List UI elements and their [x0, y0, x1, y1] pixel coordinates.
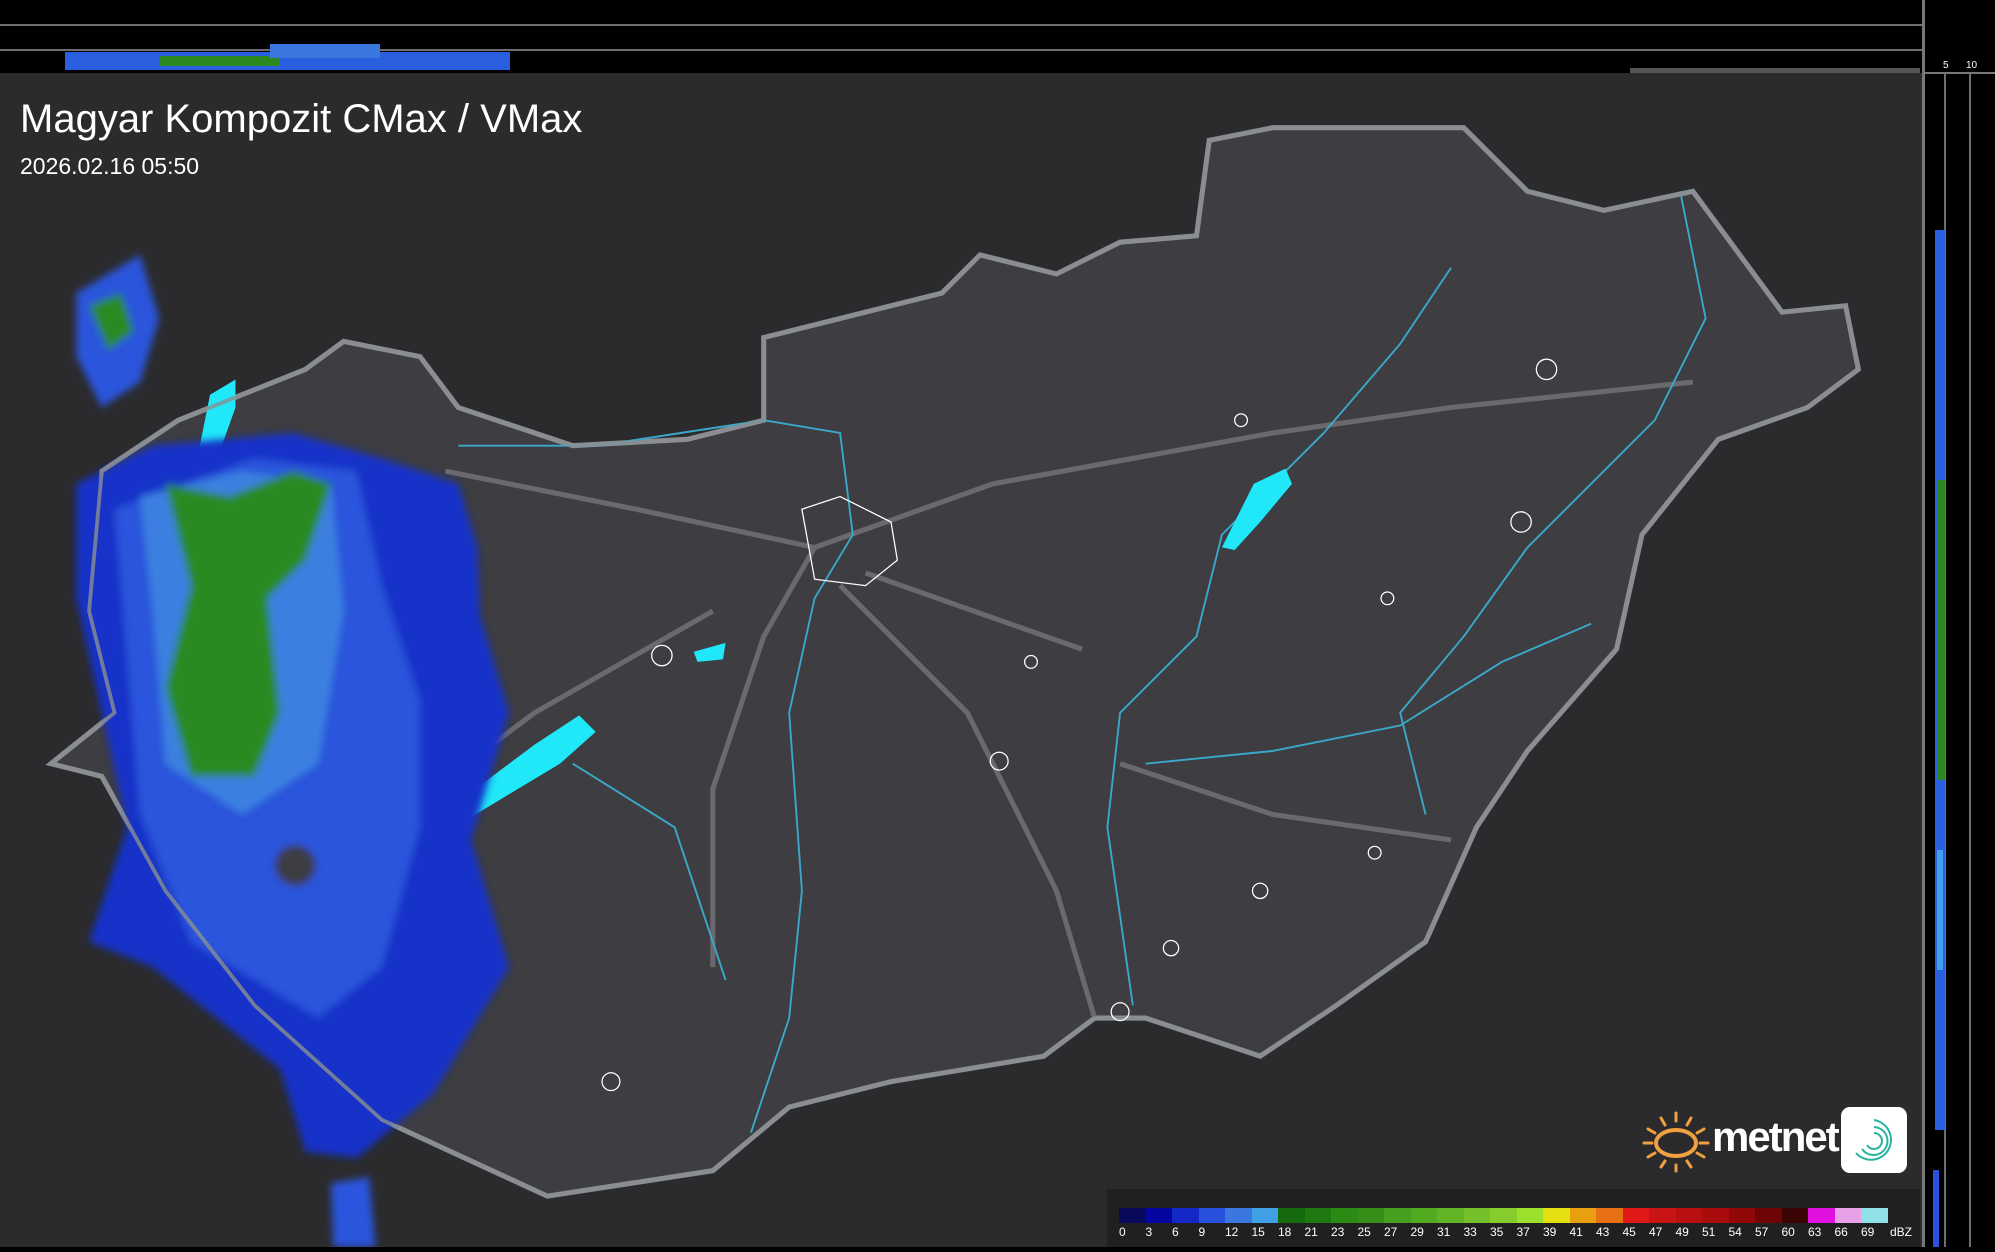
legend-swatch: [1410, 1208, 1437, 1223]
city-outlines: [601, 358, 1558, 1092]
map-timestamp: 2026.02.16 05:50: [20, 153, 200, 179]
legend-label: 18: [1278, 1225, 1292, 1239]
lake-tisza: [1221, 468, 1292, 550]
legend-label: 0: [1119, 1225, 1126, 1239]
profile-top-plot: [0, 24, 1922, 73]
legend-label: 66: [1834, 1225, 1848, 1239]
legend-swatch: [1861, 1208, 1888, 1223]
legend-label: 12: [1225, 1225, 1239, 1239]
right-tick-10: 10: [1966, 60, 1978, 71]
legend-swatch: [1304, 1208, 1331, 1223]
legend-label: 23: [1331, 1225, 1345, 1239]
right-tick-5: 5: [1943, 60, 1949, 71]
legend-label: 35: [1490, 1225, 1504, 1239]
radar-echoes: [76, 254, 510, 1247]
legend-label: 9: [1198, 1225, 1206, 1239]
legend-swatch: [1702, 1208, 1729, 1223]
legend-swatch: [1728, 1208, 1755, 1223]
legend-unit: dBZ: [1890, 1225, 1913, 1239]
legend-swatch: [1596, 1208, 1623, 1223]
legend-swatch: [1437, 1208, 1464, 1223]
legend-label: 27: [1384, 1225, 1398, 1239]
legend-label: 21: [1304, 1225, 1318, 1239]
legend-swatch: [1172, 1208, 1199, 1223]
legend-swatch: [1649, 1208, 1676, 1223]
legend-labels: 0 3 6 9 12 15 18 21 23 25 27 29 31 33 35 37 39 41 43 45 47 49…: [1119, 1225, 1888, 1239]
legend-label: 57: [1755, 1225, 1769, 1239]
legend-swatch: [1781, 1208, 1808, 1223]
legend-label: 69: [1861, 1225, 1875, 1239]
legend-label: 31: [1437, 1225, 1451, 1239]
legend-swatch: [1119, 1208, 1146, 1223]
legend-swatch: [1755, 1208, 1782, 1223]
legend-swatch: [1490, 1208, 1517, 1223]
legend-label: 39: [1543, 1225, 1557, 1239]
legend-swatch: [1384, 1208, 1411, 1223]
vertical-profile-right: [1922, 0, 1995, 1247]
spiral-logo-icon: [1841, 1107, 1907, 1173]
roads: [380, 379, 1694, 1019]
legend-swatch: [1516, 1208, 1543, 1223]
hungary-border: [46, 125, 1861, 1199]
legend-label: 6: [1172, 1225, 1179, 1239]
legend-label: 29: [1410, 1225, 1424, 1239]
legend-label: 15: [1251, 1225, 1265, 1239]
legend-swatch: [1543, 1208, 1570, 1223]
legend-label: 43: [1596, 1225, 1610, 1239]
legend-label: 47: [1649, 1225, 1663, 1239]
radar-map[interactable]: [0, 73, 1922, 1247]
legend-label: 63: [1808, 1225, 1822, 1239]
legend-swatch: [1331, 1208, 1358, 1223]
vertical-profile-top: [0, 0, 1922, 73]
legend-label: 37: [1516, 1225, 1530, 1239]
legend-label: 3: [1145, 1225, 1153, 1239]
legend-swatch: [1569, 1208, 1596, 1223]
legend-swatch: [1278, 1208, 1305, 1223]
legend-label: 54: [1728, 1225, 1742, 1239]
legend-label: 25: [1357, 1225, 1371, 1239]
legend-swatch: [1463, 1208, 1490, 1223]
legend-swatch: [1622, 1208, 1649, 1223]
budapest-outline: [801, 495, 899, 587]
legend-swatch: [1834, 1208, 1861, 1223]
legend-swatch: [1808, 1208, 1835, 1223]
dbz-legend: 0 3 6 9 12 15 18 21 23 25 27 29 31 33 35 37 39 41 43 45 47 49…: [1107, 1189, 1920, 1247]
legend-label: 45: [1622, 1225, 1636, 1239]
profile-right-plot: [1925, 72, 1995, 1247]
sun-logo-icon: [1642, 1107, 1907, 1173]
lake-velence: [693, 642, 726, 662]
metnet-logo: metnet: [1636, 1105, 1908, 1175]
legend-swatch: [1145, 1208, 1172, 1223]
legend-swatch: [1198, 1208, 1225, 1223]
rivers: [458, 191, 1707, 1133]
legend-swatch: [1225, 1208, 1252, 1223]
legend-label: 33: [1463, 1225, 1477, 1239]
legend-label: 60: [1781, 1225, 1795, 1239]
legend-label: 51: [1702, 1225, 1716, 1239]
legend-swatch: [1357, 1208, 1384, 1223]
legend-label: 49: [1675, 1225, 1689, 1239]
legend-swatch: [1675, 1208, 1702, 1223]
legend-label: 41: [1569, 1225, 1583, 1239]
legend-color-bar: [1119, 1208, 1888, 1223]
map-title: Magyar Kompozit CMax / VMax: [20, 97, 583, 141]
logo-brand-text: metnet: [1712, 1113, 1840, 1160]
legend-swatch: [1251, 1208, 1278, 1223]
